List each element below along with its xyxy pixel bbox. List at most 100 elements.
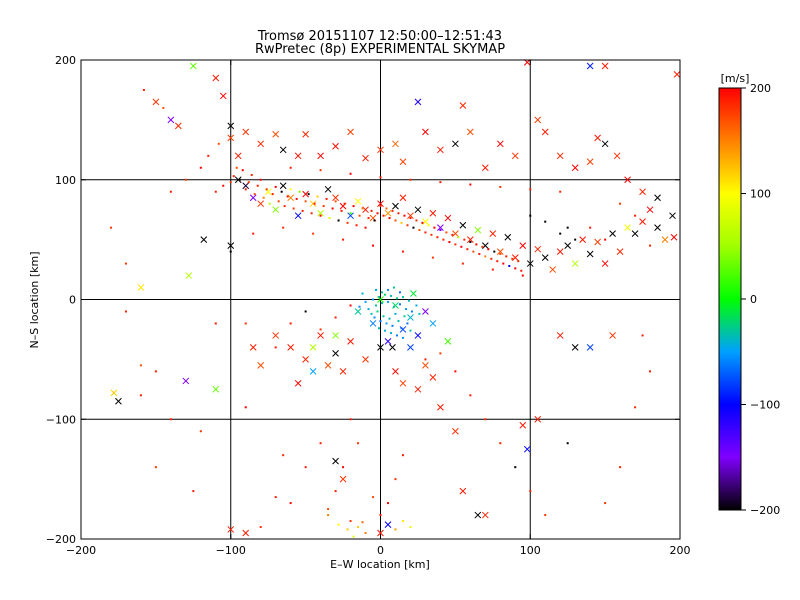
- data-point-dot-344: [372, 244, 375, 247]
- data-point-x-72: [392, 202, 399, 210]
- data-point-dot-408: [274, 346, 277, 349]
- data-point-dot-284: [380, 302, 383, 305]
- data-point-dot-209: [385, 207, 388, 210]
- data-point-x-126: [339, 367, 347, 375]
- data-point-dot-400: [327, 514, 330, 517]
- data-point-dot-354: [217, 142, 220, 145]
- data-point-dot-373: [544, 220, 547, 223]
- data-point-dot-399: [641, 334, 644, 337]
- data-point-dot-238: [472, 250, 475, 253]
- data-point-dot-407: [409, 526, 412, 529]
- data-point-dot-291: [401, 296, 404, 299]
- data-point-x-105: [639, 218, 646, 226]
- data-point-dot-360: [439, 181, 442, 184]
- data-point-x-46: [673, 71, 681, 78]
- data-point-dot-378: [334, 316, 337, 319]
- data-point-x-95: [564, 242, 572, 249]
- data-point-dot-380: [424, 358, 427, 361]
- data-point-dot-363: [529, 188, 532, 191]
- data-point-x-27: [452, 140, 459, 148]
- data-point-dot-275: [199, 430, 202, 433]
- data-point-x-59: [294, 212, 302, 220]
- data-point-x-92: [541, 254, 549, 261]
- data-point-x-85: [489, 230, 497, 237]
- data-point-dot-353: [207, 154, 210, 157]
- data-point-dot-194: [340, 209, 343, 212]
- data-point-dot-195: [343, 202, 346, 205]
- data-point-x-122: [309, 367, 317, 375]
- data-point-x-141: [519, 421, 527, 429]
- data-point-dot-246: [496, 260, 499, 263]
- data-point-dot-322: [383, 329, 386, 332]
- data-point-dot-365: [589, 226, 592, 229]
- data-point-dot-394: [192, 490, 195, 493]
- data-point-dot-208: [382, 214, 385, 217]
- data-point-x-17: [317, 152, 324, 160]
- data-point-dot-356: [319, 169, 322, 172]
- colorbar-tick-label-0: 200: [750, 82, 771, 95]
- colorbar-tick-label-4: −200: [750, 504, 780, 517]
- data-point-x-109: [670, 233, 678, 241]
- data-point-x-338: [389, 344, 396, 351]
- x-tick-label-2: 0: [377, 544, 384, 557]
- data-point-dot-206: [376, 212, 379, 215]
- data-point-x-138: [459, 487, 467, 495]
- colorbar-label: [m/s]: [721, 72, 750, 85]
- data-point-x-5: [189, 62, 197, 70]
- data-point-x-70: [377, 200, 384, 208]
- data-point-dot-278: [124, 262, 127, 265]
- data-point-dot-271: [259, 526, 262, 529]
- data-point-x-7: [219, 92, 227, 100]
- data-point-dot-255: [349, 418, 352, 421]
- data-point-dot-257: [342, 466, 345, 469]
- x-tick-label-1: −100: [216, 544, 246, 557]
- data-point-x-119: [287, 344, 295, 351]
- data-point-x-77: [429, 209, 437, 217]
- data-point-dot-392: [139, 394, 142, 397]
- data-point-dot-366: [604, 238, 607, 241]
- data-point-x-35: [541, 128, 549, 136]
- data-point-dot-229: [445, 231, 448, 234]
- data-point-dot-228: [442, 238, 445, 241]
- data-point-dot-374: [529, 214, 532, 217]
- data-point-x-332: [422, 308, 429, 315]
- data-point-dot-174: [280, 190, 283, 193]
- data-point-dot-217: [409, 217, 412, 220]
- data-point-x-60: [302, 190, 309, 198]
- data-point-dot-202: [364, 226, 367, 229]
- data-point-dot-159: [235, 166, 238, 169]
- data-point-dot-307: [403, 315, 406, 318]
- data-point-dot-350: [169, 190, 172, 193]
- data-point-x-25: [422, 128, 429, 136]
- data-point-dot-362: [499, 185, 502, 188]
- data-point-dot-201: [361, 207, 364, 210]
- data-point-x-118: [272, 332, 280, 339]
- data-point-x-40: [601, 140, 609, 148]
- data-point-dot-205: [373, 219, 376, 222]
- data-point-dot-358: [379, 176, 382, 179]
- data-point-dot-277: [214, 322, 217, 325]
- data-point-x-12: [257, 140, 265, 148]
- data-point-x-334: [429, 320, 437, 327]
- y-tick-label-0: −200: [46, 533, 76, 546]
- data-point-dot-241: [481, 245, 484, 248]
- data-point-dot-225: [433, 226, 436, 229]
- data-point-dot-308: [406, 322, 409, 325]
- data-point-dot-376: [304, 310, 307, 313]
- data-point-dot-369: [649, 244, 652, 247]
- data-point-x-330: [414, 332, 422, 339]
- data-point-x-103: [624, 224, 631, 232]
- data-point-dot-268: [319, 442, 322, 445]
- data-point-dot-310: [364, 300, 367, 303]
- data-point-x-125: [332, 350, 339, 357]
- data-point-dot-196: [346, 221, 349, 224]
- data-point-x-11: [242, 128, 250, 136]
- data-point-dot-383: [469, 394, 472, 397]
- data-point-x-54: [257, 200, 265, 208]
- data-point-x-82: [466, 236, 474, 243]
- data-point-dot-294: [410, 310, 413, 313]
- data-point-x-9: [227, 134, 235, 142]
- data-point-dot-162: [244, 188, 247, 191]
- data-point-dot-176: [286, 195, 289, 198]
